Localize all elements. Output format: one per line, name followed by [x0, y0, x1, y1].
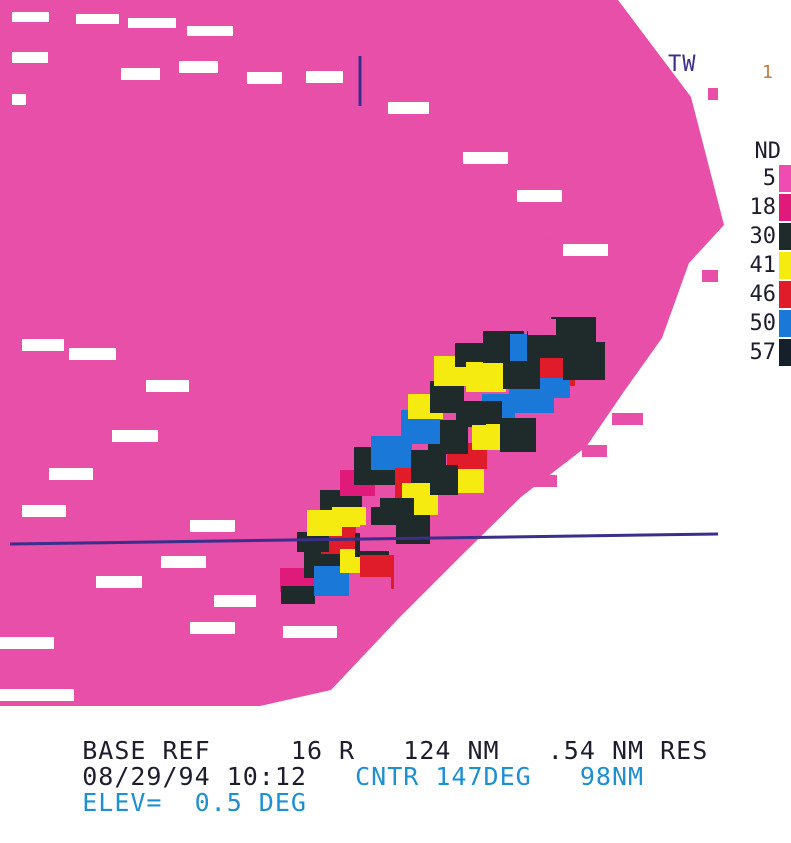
echo-fragment-7 [612, 413, 643, 425]
legend-title: ND [754, 139, 782, 164]
outlier-echoes [461, 79, 718, 512]
legend-value-18: 18 [749, 194, 777, 220]
gap-left-1 [12, 52, 48, 63]
storm-cell-41 [563, 342, 605, 380]
gap-top-mid-1 [121, 68, 160, 80]
gap-bottom-center [283, 626, 337, 638]
legend-value-30: 30 [749, 223, 777, 249]
gap-left-mid-8 [161, 556, 206, 568]
range-text: 124 NM [403, 736, 500, 765]
legend-row-46: 46 [733, 280, 791, 309]
gap-left-bottom-2 [0, 689, 74, 701]
gap-upper-right-3 [517, 190, 562, 202]
storm-cell-49 [430, 465, 458, 495]
legend-row-57: 57 [733, 338, 791, 367]
status-line-3: ELEV= 0.5 DEG [18, 764, 307, 842]
status-spacer-5 [307, 762, 355, 791]
storm-cell-39 [540, 378, 570, 398]
storm-cell-group [280, 310, 605, 612]
reflectivity-legend: ND 5 18 30 41 46 50 57 [733, 140, 791, 367]
gap-left-bottom-4 [190, 622, 235, 634]
legend-swatch-50 [779, 310, 791, 337]
gap-left-bottom-3 [214, 595, 256, 607]
radar-site-label: TW [668, 52, 697, 77]
legend-value-57: 57 [749, 339, 777, 365]
legend-swatch-30 [779, 223, 791, 250]
echo-fragment-5 [664, 178, 695, 190]
legend-row-41: 41 [733, 251, 791, 280]
storm-cell-48 [456, 407, 486, 425]
center-range-text: 98NM [579, 762, 645, 791]
echo-fragment-8 [582, 445, 607, 457]
gap-upper-right-2 [463, 152, 508, 164]
legend-row-50: 50 [733, 309, 791, 338]
product-label: BASE REF [82, 736, 211, 765]
storm-cell-31 [500, 418, 536, 452]
echo-fragment-4 [612, 210, 642, 222]
legend-swatch-57 [779, 339, 791, 366]
legend-swatch-18 [779, 194, 791, 221]
gap-left-bottom-1 [0, 637, 54, 649]
elevation-value: 0.5 DEG [194, 788, 307, 817]
legend-value-41: 41 [749, 252, 777, 278]
echo-fragment-10 [461, 500, 489, 512]
storm-cell-44 [307, 510, 342, 536]
corner-mark: 1 [762, 62, 774, 83]
status-spacer-7 [162, 788, 194, 817]
range-marker-horizontal [9, 532, 719, 546]
radar-map [0, 0, 724, 706]
gap-upper-right-1 [388, 102, 429, 114]
echo-fragment-3 [620, 105, 647, 117]
gap-top-mid-2 [179, 61, 218, 73]
product-number: 16 R [290, 736, 356, 765]
gap-top-mid-3 [247, 72, 282, 84]
legend-value-46: 46 [749, 281, 777, 307]
gap-top-mid-4 [306, 71, 343, 83]
gap-top-left-4 [187, 26, 233, 36]
elevation-label: ELEV= [82, 788, 163, 817]
legend-row-5: 5 [733, 164, 791, 193]
legend-value-50: 50 [749, 310, 777, 336]
gap-left-mid-6 [22, 505, 66, 517]
storm-cell-42 [528, 319, 556, 335]
resolution-text: .54 NM RES [547, 736, 709, 765]
echo-fragment-1 [588, 79, 613, 91]
light-echo-inner [82, 42, 611, 558]
gap-left-mid-1 [22, 339, 64, 351]
gap-top-left-1 [12, 12, 49, 22]
gap-top-left-3 [128, 18, 176, 28]
gap-upper-right-4 [563, 244, 608, 256]
gap-left-mid-3 [146, 380, 189, 392]
storm-cell-43 [297, 532, 329, 552]
legend-value-5: 5 [762, 165, 776, 191]
legend-row-30: 30 [733, 222, 791, 251]
echo-fragment-9 [522, 475, 557, 487]
date-text: 08/29/94 [82, 762, 211, 791]
clear-gaps [0, 12, 608, 701]
legend-row-18: 18 [733, 193, 791, 222]
legend-swatch-5 [779, 165, 791, 192]
status-spacer-6 [532, 762, 580, 791]
gap-left-mid-7 [190, 520, 235, 532]
gap-left-mid-5 [49, 468, 93, 480]
storm-cell-47 [380, 498, 414, 524]
echo-fragment-2 [708, 88, 718, 100]
gap-left-mid-4 [112, 430, 158, 442]
storm-cell-46 [353, 577, 391, 612]
gap-left-mid-9 [96, 576, 142, 588]
status-line-1: BASE REF 16 R 124 NM .54 NM RES [18, 712, 708, 790]
center-text: CNTR 147DEG [355, 762, 532, 791]
status-line-2: 08/29/94 10:12 CNTR 147DEG 98NM [18, 738, 644, 816]
storm-cell-27 [466, 362, 506, 392]
gap-top-left-2 [76, 14, 119, 24]
radar-display: TW 1 ND 5 18 30 41 46 50 57 [0, 0, 791, 816]
gap-left-2 [12, 94, 26, 105]
legend-swatch-41 [779, 252, 791, 279]
echo-fragment-6 [618, 302, 642, 314]
gap-left-mid-2 [69, 348, 116, 360]
storm-cell-2 [281, 586, 315, 604]
legend-swatch-46 [779, 281, 791, 308]
time-text: 10:12 [226, 762, 307, 791]
echo-fragment-11 [702, 270, 718, 282]
